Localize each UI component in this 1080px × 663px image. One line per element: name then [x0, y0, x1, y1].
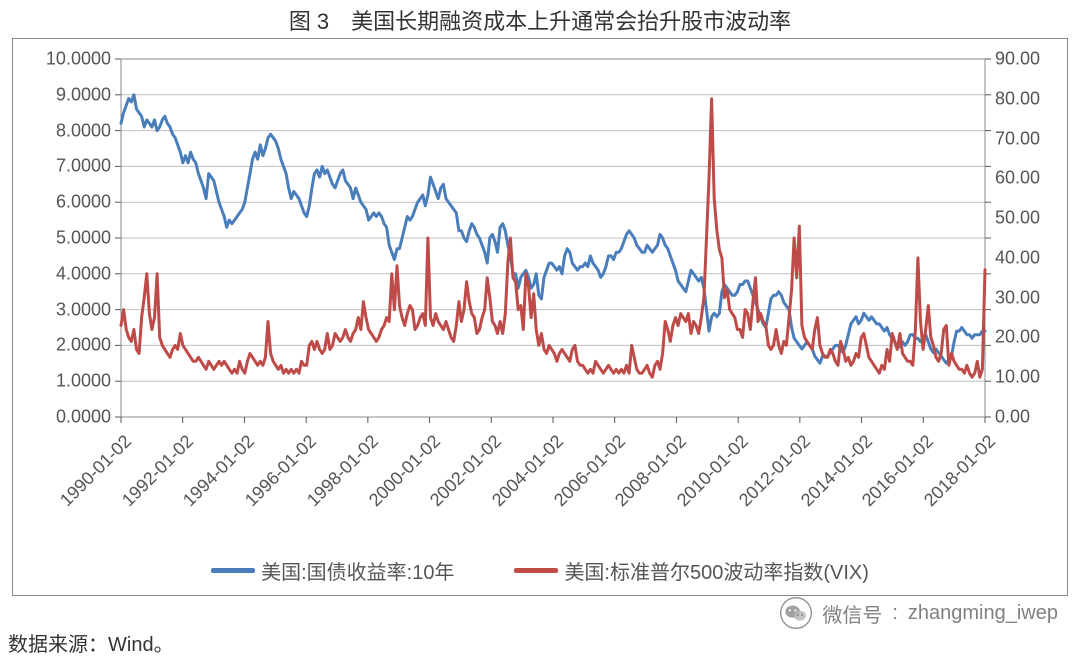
y-left-tick-label: 1.0000 [56, 371, 111, 392]
y-right-tick-label: 80.00 [995, 88, 1040, 109]
y-left-tick-label: 8.0000 [56, 120, 111, 141]
legend-swatch-treasury [211, 568, 255, 573]
chart-legend: 美国:国债收益率:10年 美国:标准普尔500波动率指数(VIX) [13, 556, 1067, 585]
y-right-tick-label: 70.00 [995, 128, 1040, 149]
y-right-tick-label: 20.00 [995, 327, 1040, 348]
data-source: 数据来源：Wind。 [8, 628, 174, 657]
y-right-tick-label: 10.00 [995, 367, 1040, 388]
y-right-tick-label: 60.00 [995, 168, 1040, 189]
y-left-tick-label: 3.0000 [56, 299, 111, 320]
chart-frame: 0.0000 1.0000 2.0000 3.0000 4.0000 5.0000 6.00… [12, 38, 1068, 596]
watermark: 微信号 : zhangming_iwep [780, 597, 1058, 629]
y-right-tick-label: 0.00 [995, 407, 1030, 428]
chart-plot [13, 39, 1067, 595]
legend-label-treasury: 美国:国债收益率:10年 [261, 556, 454, 585]
legend-item-treasury: 美国:国债收益率:10年 [211, 556, 454, 585]
watermark-colon: : [892, 602, 898, 625]
y-left-tick-label: 2.0000 [56, 335, 111, 356]
y-right-tick-label: 90.00 [995, 49, 1040, 70]
chart-title: 图 3 美国长期融资成本上升通常会抬升股市波动率 [0, 4, 1080, 36]
y-right-tick-label: 50.00 [995, 208, 1040, 229]
y-right-tick-label: 40.00 [995, 247, 1040, 268]
legend-swatch-vix [514, 568, 558, 573]
y-left-tick-label: 0.0000 [56, 407, 111, 428]
legend-item-vix: 美国:标准普尔500波动率指数(VIX) [514, 556, 868, 585]
y-right-tick-label: 30.00 [995, 287, 1040, 308]
watermark-id: zhangming_iwep [908, 602, 1058, 625]
y-left-tick-label: 6.0000 [56, 192, 111, 213]
y-left-tick-label: 10.0000 [46, 49, 111, 70]
y-left-tick-label: 4.0000 [56, 263, 111, 284]
y-left-tick-label: 5.0000 [56, 228, 111, 249]
y-left-tick-label: 9.0000 [56, 84, 111, 105]
watermark-label: 微信号 [822, 599, 882, 628]
y-left-tick-label: 7.0000 [56, 156, 111, 177]
wechat-icon [780, 597, 812, 629]
legend-label-vix: 美国:标准普尔500波动率指数(VIX) [564, 556, 868, 585]
